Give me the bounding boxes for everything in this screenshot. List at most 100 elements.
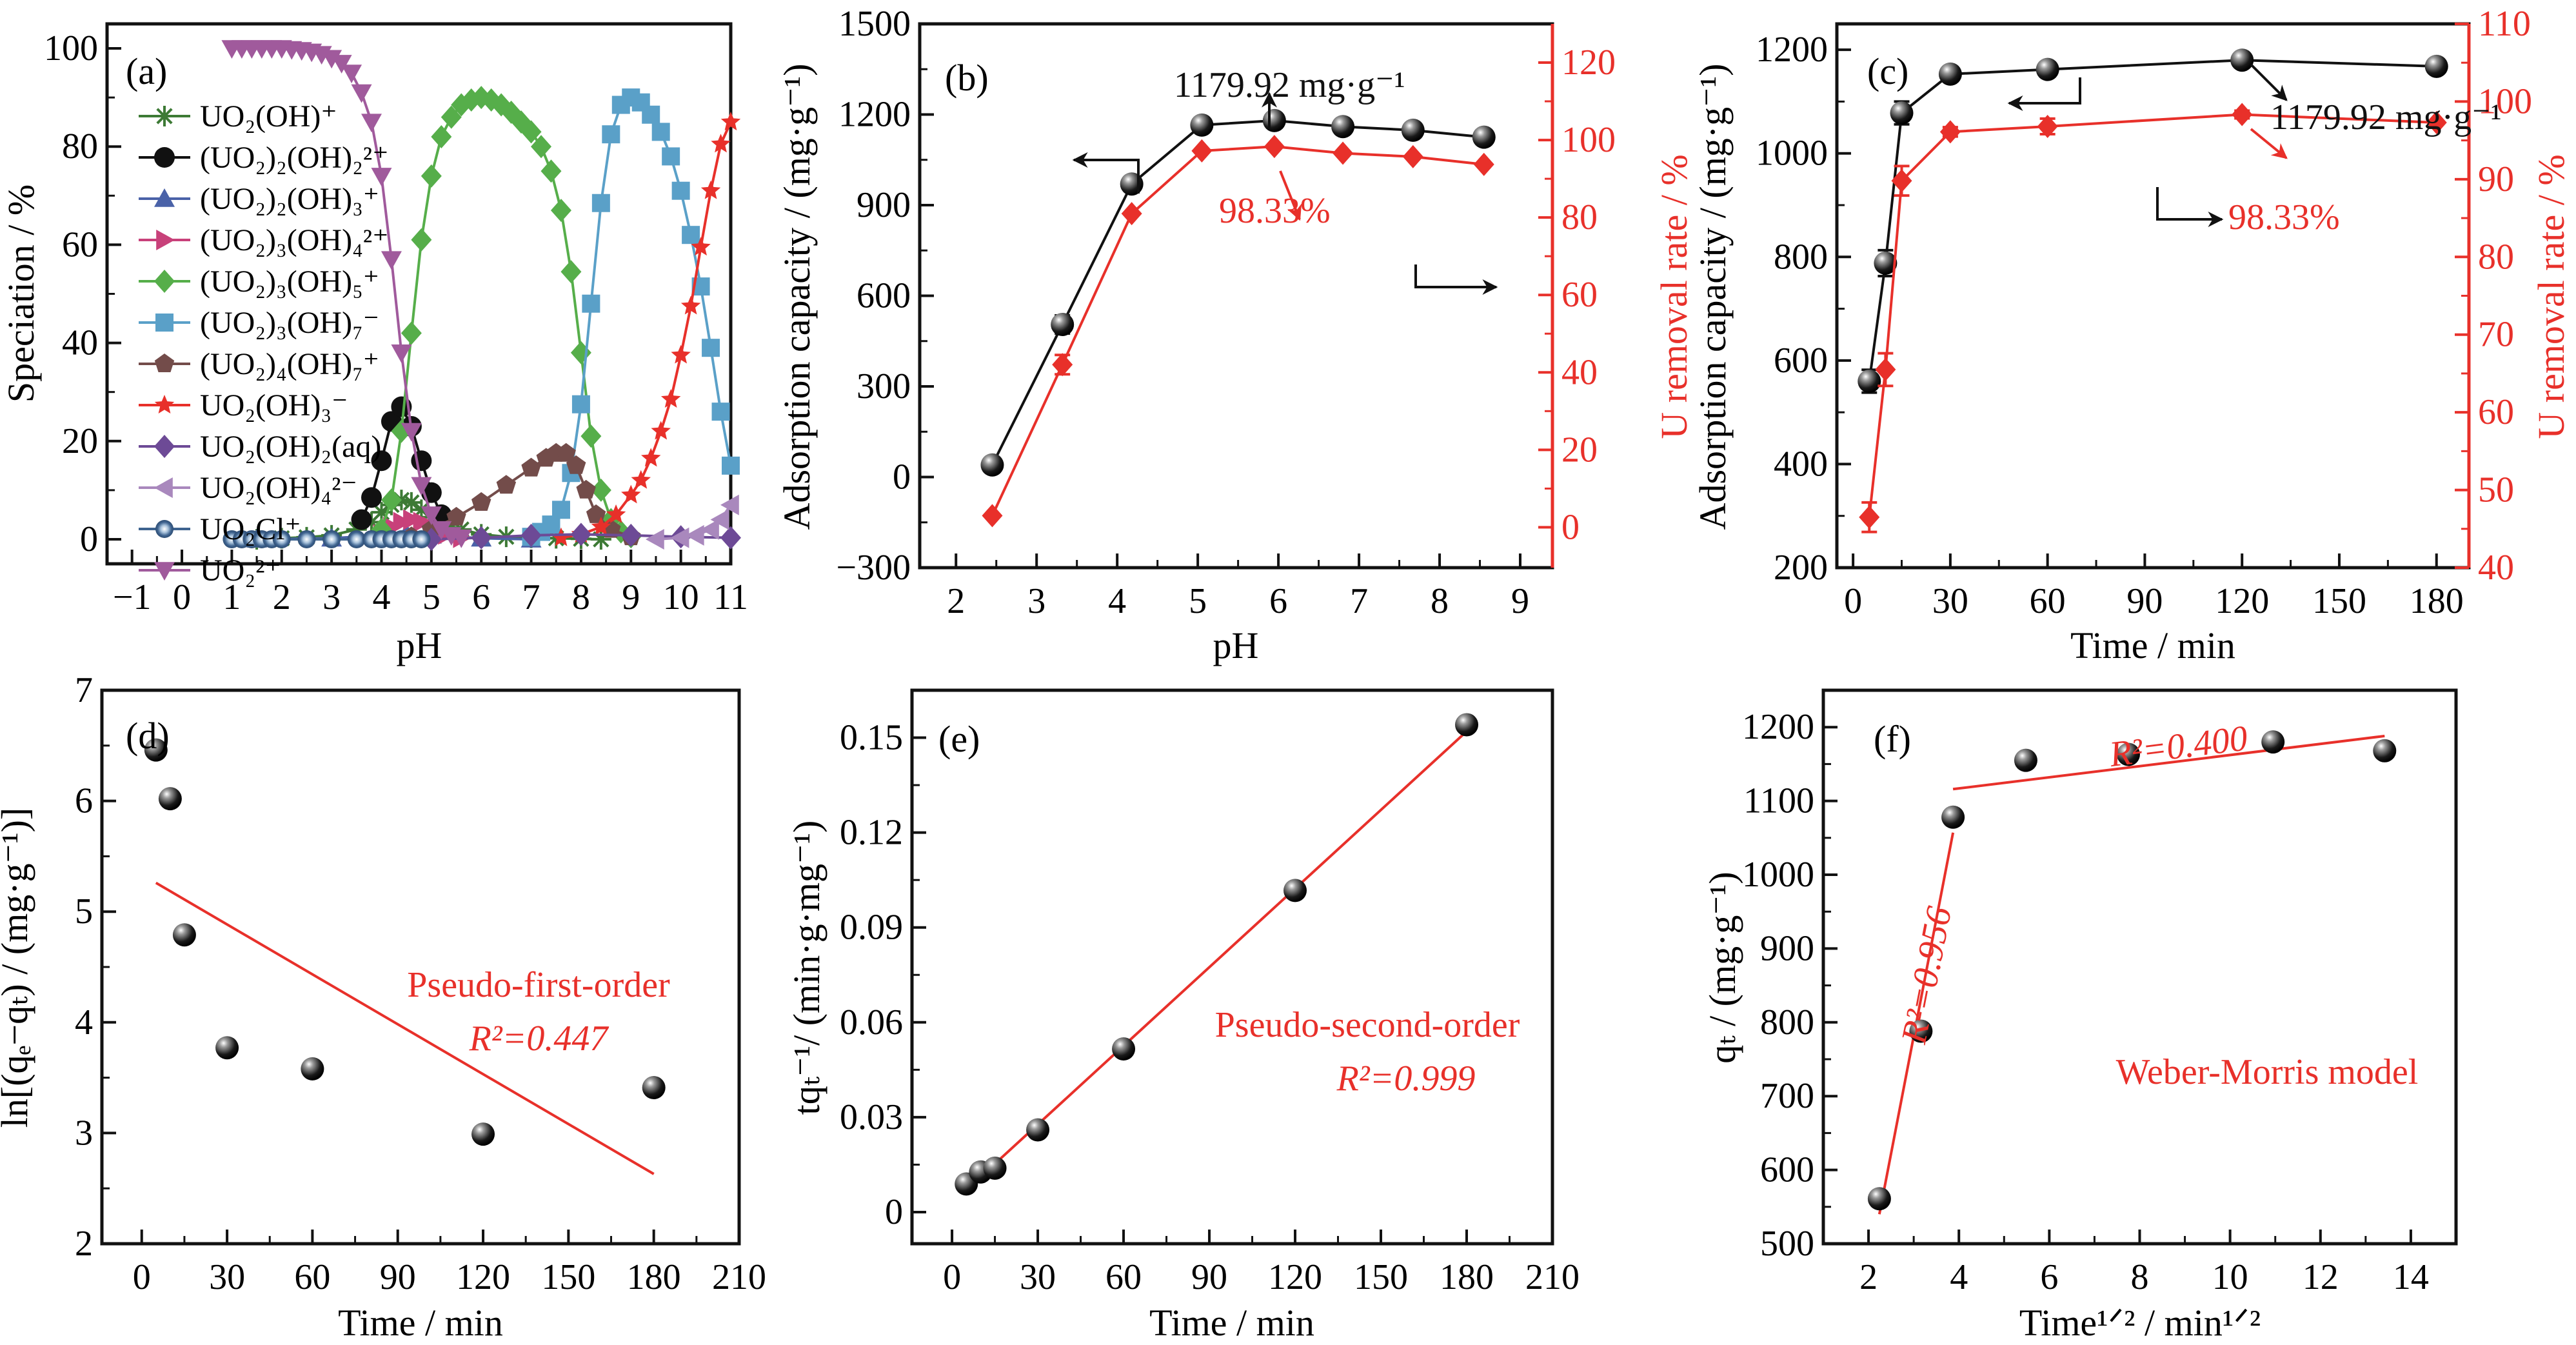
data-point: [411, 499, 432, 521]
x-tick-label: 2: [947, 581, 965, 621]
data-point: [471, 1122, 495, 1146]
right-axis-arrow-icon: [1414, 264, 1498, 295]
annotation-b-rate: 98.33%: [1219, 191, 1331, 231]
legend-marker: [154, 147, 175, 168]
y-tick-label: 1000: [1756, 134, 1828, 174]
xlabel-b: pH: [1213, 624, 1259, 666]
data-point: [580, 424, 602, 448]
y-tick-label: 5: [75, 892, 93, 932]
y-tick-label: 2: [75, 1224, 93, 1264]
r2-label-f-stage2: R²=0.400: [2106, 718, 2250, 775]
xlabel-a: pH: [397, 624, 442, 666]
y-tick-label: 100: [44, 28, 98, 68]
y-tick-label: 7: [75, 670, 93, 710]
panel-label-f: (f): [1874, 718, 1911, 760]
y-right-tick-label: 80: [2478, 237, 2514, 277]
fit-label-f: Weber-Morris model: [2116, 1052, 2419, 1092]
series-(UO₂)₃(OH)₇⁻: [522, 88, 740, 546]
data-point: [401, 321, 422, 345]
data-point: [642, 105, 660, 124]
rate-pointer-arrow-icon: [1279, 170, 1302, 221]
data-point: [272, 530, 291, 548]
x-tick-label: 210: [712, 1257, 766, 1297]
legend-item: (UO₂)₂(OH)₃⁺: [139, 182, 379, 216]
data-point: [645, 528, 664, 550]
data-point: [671, 181, 690, 200]
r2-label-f-stage1: R²=0.956: [1894, 903, 1959, 1048]
y-tick-label: 3: [75, 1113, 93, 1153]
y-tick-label: 4: [75, 1002, 93, 1042]
data-point: [393, 512, 412, 533]
data-point: [371, 450, 392, 472]
data-point: [441, 105, 462, 129]
ylabel-a: Speciation / %: [0, 184, 42, 403]
y-tick-label: 600: [857, 276, 911, 316]
x-tick-label: 2: [273, 577, 291, 617]
data-point: [451, 519, 472, 540]
legend-label: (UO₂)₃(OH)₅⁺: [200, 264, 379, 299]
data-point: [586, 504, 606, 523]
series-(UO₂)₂(OH)₂²⁺: [351, 396, 452, 530]
data-point: [401, 492, 422, 513]
data-point: [1262, 108, 1286, 132]
data-point: [1941, 805, 1965, 829]
data-point: [1402, 144, 1423, 168]
data-point: [347, 530, 366, 548]
data-point: [560, 260, 582, 284]
data-point: [570, 341, 591, 364]
data-point: [982, 504, 1003, 528]
data-point: [381, 251, 402, 270]
data-point: [551, 527, 571, 546]
legend-marker: [155, 314, 173, 332]
data-point: [215, 1036, 239, 1060]
data-point: [700, 180, 721, 199]
y-tick-label: 0.09: [840, 908, 903, 948]
annotation-c-capacity: 1179.92 mg·g⁻¹: [2270, 97, 2501, 137]
data-point: [1112, 1037, 1136, 1061]
data-point: [346, 519, 367, 540]
data-point: [2426, 110, 2447, 134]
series-adsorption-capacity: [980, 108, 1496, 477]
x-tick-label: 90: [380, 1257, 416, 1297]
data-point: [1052, 353, 1073, 377]
data-point: [590, 528, 611, 550]
y-tick-label: 1100: [1743, 781, 1814, 821]
y-right-tick-label: 80: [1561, 197, 1598, 237]
x-tick-label: 180: [627, 1257, 681, 1297]
y-tick-label: 1500: [838, 4, 911, 44]
legend-marker: [154, 354, 175, 372]
annotation-b-capacity: 1179.92 mg·g⁻¹: [1174, 65, 1405, 105]
xlabel-c: Time / min: [2070, 624, 2235, 666]
data-point: [980, 453, 1004, 477]
y-tick-label: 800: [1774, 237, 1828, 277]
data-point: [297, 530, 316, 548]
data-point: [550, 199, 571, 223]
x-tick-label: 0: [1844, 581, 1862, 621]
legend-marker: [154, 562, 175, 581]
legend-item: (UO₂)₂(OH)₂²⁺: [139, 141, 389, 175]
legend-marker: [154, 106, 175, 126]
data-point: [381, 488, 402, 512]
y-tick-label: 900: [857, 185, 911, 225]
x-tick-label: 1: [223, 577, 241, 617]
ylabel-right-c: U removal rate / %: [2530, 154, 2572, 439]
data-point: [403, 509, 422, 530]
legend-item: UO₂(OH)₂(aq): [139, 430, 381, 464]
ylabel-c: Adsorption capacity / (mg·g⁻¹): [1692, 64, 1734, 530]
data-point: [1121, 202, 1142, 226]
xlabel-d: Time / min: [338, 1302, 503, 1344]
data-point: [1859, 505, 1880, 529]
data-point: [351, 84, 372, 103]
data-point: [1875, 357, 1896, 381]
legend-item: UO₂(OH)₄²⁻: [139, 471, 357, 505]
x-tick-label: 150: [1354, 1257, 1408, 1297]
series-line: [530, 95, 732, 538]
data-point: [2116, 742, 2140, 766]
x-tick-label: 14: [2393, 1257, 2429, 1297]
data-point: [411, 228, 432, 252]
x-tick-label: 60: [2030, 581, 2066, 621]
data-point: [321, 50, 342, 69]
data-point: [331, 55, 352, 74]
data-point: [722, 456, 740, 475]
